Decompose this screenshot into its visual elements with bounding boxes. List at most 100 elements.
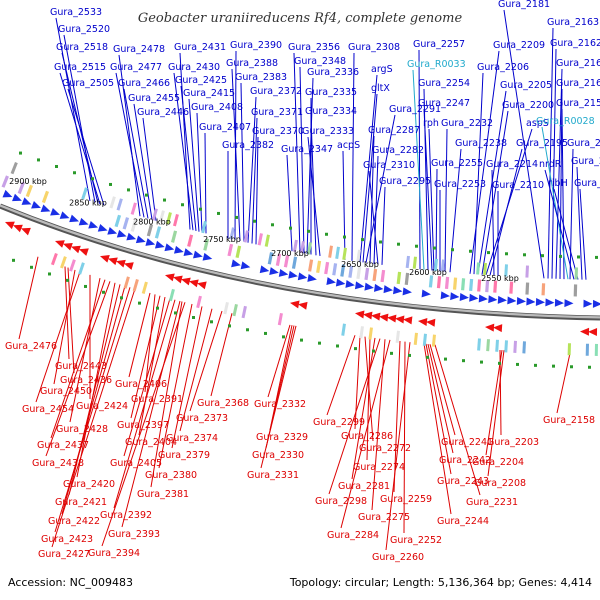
- gene-annotation-box: [525, 282, 530, 295]
- gene-annotation-box: [483, 262, 487, 276]
- minus-gene-label: Gura_2423: [41, 534, 93, 545]
- gc-marker: [156, 306, 159, 310]
- reverse-gene-arrow: [79, 248, 89, 256]
- gc-marker: [505, 252, 508, 256]
- kbp-tick-label: 2750 kbp: [203, 235, 241, 244]
- minus-gene-label: Gura_2243: [437, 476, 489, 487]
- plus-gene-label: Gura_2163: [547, 17, 599, 28]
- reverse-gene-arrow: [395, 315, 405, 324]
- forward-gene-arrow: [269, 267, 279, 276]
- gene-annotation-box: [81, 187, 88, 200]
- plus-leader-line: [473, 72, 484, 275]
- plus-gene-label: Gura_2408: [191, 102, 243, 113]
- plus-gene-label: Gura_2162: [550, 38, 600, 49]
- plus-gene-label: Gura_2335: [305, 87, 357, 98]
- gc-marker: [426, 355, 429, 359]
- forward-gene-arrow: [154, 240, 165, 249]
- gene-annotation-box: [477, 279, 482, 292]
- gc-marker: [541, 254, 544, 258]
- minus-leader-line: [150, 301, 183, 488]
- plus-gene-label: Gura_2477: [110, 62, 162, 73]
- plus-leader-line: [247, 96, 257, 243]
- forward-gene-arrow: [326, 277, 336, 286]
- plus-leader-line: [489, 148, 523, 276]
- plus-leader-line: [310, 116, 317, 256]
- feature-bands: [1, 151, 600, 369]
- gene-annotation-box: [485, 280, 490, 293]
- plus-leader-line: [579, 188, 587, 280]
- plus-leader-line: [306, 77, 314, 254]
- gc-marker: [523, 253, 526, 257]
- gene-annotation-box: [130, 202, 137, 215]
- minus-leader-line: [54, 287, 131, 533]
- gc-marker: [289, 226, 292, 230]
- gene-annotation-box: [356, 249, 361, 262]
- forward-gene-arrow: [78, 217, 89, 226]
- reverse-gene-arrow: [108, 257, 118, 266]
- gc-marker: [415, 244, 418, 248]
- gc-marker: [408, 353, 411, 357]
- gene-annotation-box: [165, 212, 172, 225]
- reverse-gene-arrow: [403, 316, 413, 325]
- gene-annotation-box: [50, 252, 58, 266]
- minus-gene-label: Gura_2368: [197, 398, 249, 409]
- forward-gene-arrow: [193, 250, 203, 259]
- backbone-highlight: [0, 204, 600, 319]
- forward-gene-arrow: [50, 207, 60, 216]
- plus-leader-line: [555, 68, 563, 279]
- minus-leader-line: [76, 282, 116, 478]
- minus-leader-line: [138, 296, 166, 436]
- forward-gene-arrow: [459, 293, 469, 301]
- kbp-tick-label: 2850 kbp: [69, 198, 107, 207]
- gene-annotation-box: [78, 262, 85, 275]
- gc-marker: [516, 362, 519, 366]
- plus-gene-label: Gura_2455: [128, 93, 180, 104]
- forward-gene-arrow: [554, 298, 564, 307]
- plus-gene-label: Gura_2518: [56, 42, 108, 53]
- forward-gene-arrow: [240, 261, 251, 270]
- gc-marker: [163, 198, 166, 202]
- forward-gene-arrow: [393, 286, 403, 295]
- minus-gene-label: Gura_2394: [88, 548, 140, 559]
- minus-leader-line: [67, 267, 75, 374]
- plus-leader-line: [551, 48, 557, 279]
- plus-gene-label: Gura_2390: [230, 40, 282, 51]
- minus-leader-line: [35, 271, 81, 403]
- gene-annotation-box: [308, 259, 314, 272]
- reverse-gene-arrow: [55, 240, 65, 248]
- forward-gene-arrow: [97, 224, 108, 232]
- reverse-gene-arrow: [13, 224, 23, 233]
- forward-gene-arrow: [31, 200, 41, 209]
- gc-marker: [318, 341, 321, 345]
- minus-gene-label: Gura_2252: [390, 535, 442, 546]
- gene-annotation-box: [585, 343, 589, 356]
- forward-gene-arrow: [12, 193, 22, 202]
- forward-gene-arrow: [126, 232, 137, 241]
- reverse-gene-arrow: [5, 221, 15, 230]
- minus-strand-leader-lines: [18, 256, 571, 551]
- plus-leader-line: [444, 128, 448, 272]
- plus-leader-line: [381, 186, 386, 265]
- minus-gene-label: Gura_2231: [466, 497, 518, 508]
- forward-gene-arrow: [450, 292, 460, 301]
- plus-gene-label: Gura_2254: [418, 78, 470, 89]
- minus-gene-label: Gura_2331: [247, 470, 299, 481]
- minus-gene-label: Gura_2476: [5, 341, 57, 352]
- minus-leader-line: [425, 343, 452, 475]
- gc-marker: [217, 211, 220, 215]
- forward-gene-arrow: [135, 235, 146, 244]
- forward-gene-arrow: [402, 287, 412, 296]
- gene-annotation-box: [477, 338, 481, 351]
- gene-annotation-box: [243, 230, 249, 243]
- gene-annotation-box: [1, 175, 9, 188]
- plus-gene-label: Gura_2155: [567, 138, 600, 149]
- minus-gene-label: Gura_2329: [256, 432, 308, 443]
- gc-marker: [534, 363, 537, 367]
- gene-annotation-box: [469, 278, 474, 292]
- gc-marker: [271, 223, 274, 227]
- plus-leader-line: [231, 68, 241, 242]
- gc-marker: [228, 324, 231, 328]
- plus-gene-label: Gura_2206: [477, 62, 529, 73]
